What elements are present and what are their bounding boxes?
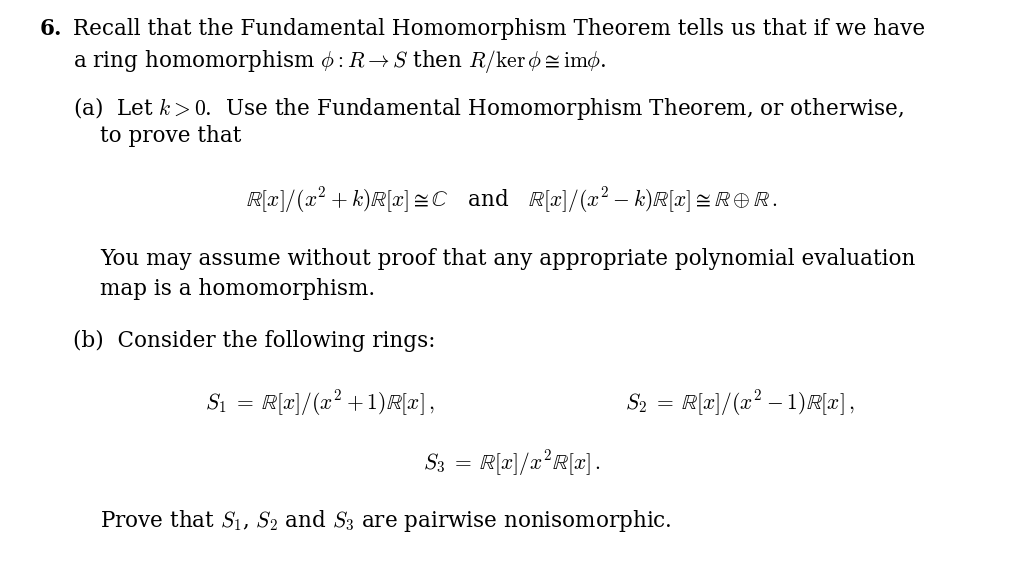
Text: 6.: 6. [40, 18, 62, 40]
Text: to prove that: to prove that [100, 125, 242, 147]
Text: map is a homomorphism.: map is a homomorphism. [100, 278, 375, 300]
Text: a ring homomorphism $\phi : R \rightarrow S$ then $R/\ker\phi \cong \mathrm{im}\: a ring homomorphism $\phi : R \rightarro… [73, 48, 606, 75]
Text: Prove that $S_1$, $S_2$ and $S_3$ are pairwise nonisomorphic.: Prove that $S_1$, $S_2$ and $S_3$ are pa… [100, 508, 672, 534]
Text: $S_2 \; = \; \mathbb{R}[x]/(x^2-1)\mathbb{R}[x]\,,$: $S_2 \; = \; \mathbb{R}[x]/(x^2-1)\mathb… [626, 388, 855, 418]
Text: $S_1 \; = \; \mathbb{R}[x]/(x^2+1)\mathbb{R}[x]\,,$: $S_1 \; = \; \mathbb{R}[x]/(x^2+1)\mathb… [205, 388, 435, 418]
Text: $\mathbb{R}[x]/(x^2 + k)\mathbb{R}[x] \cong \mathbb{C}$   and   $\mathbb{R}[x]/(: $\mathbb{R}[x]/(x^2 + k)\mathbb{R}[x] \c… [247, 185, 777, 215]
Text: You may assume without proof that any appropriate polynomial evaluation: You may assume without proof that any ap… [100, 248, 915, 270]
Text: (a)  Let $k > 0$.  Use the Fundamental Homomorphism Theorem, or otherwise,: (a) Let $k > 0$. Use the Fundamental Hom… [73, 95, 904, 122]
Text: $S_3 \; = \; \mathbb{R}[x]/x^2\mathbb{R}[x]\,.$: $S_3 \; = \; \mathbb{R}[x]/x^2\mathbb{R}… [423, 448, 601, 478]
Text: (b)  Consider the following rings:: (b) Consider the following rings: [73, 330, 435, 352]
Text: Recall that the Fundamental Homomorphism Theorem tells us that if we have: Recall that the Fundamental Homomorphism… [73, 18, 925, 40]
